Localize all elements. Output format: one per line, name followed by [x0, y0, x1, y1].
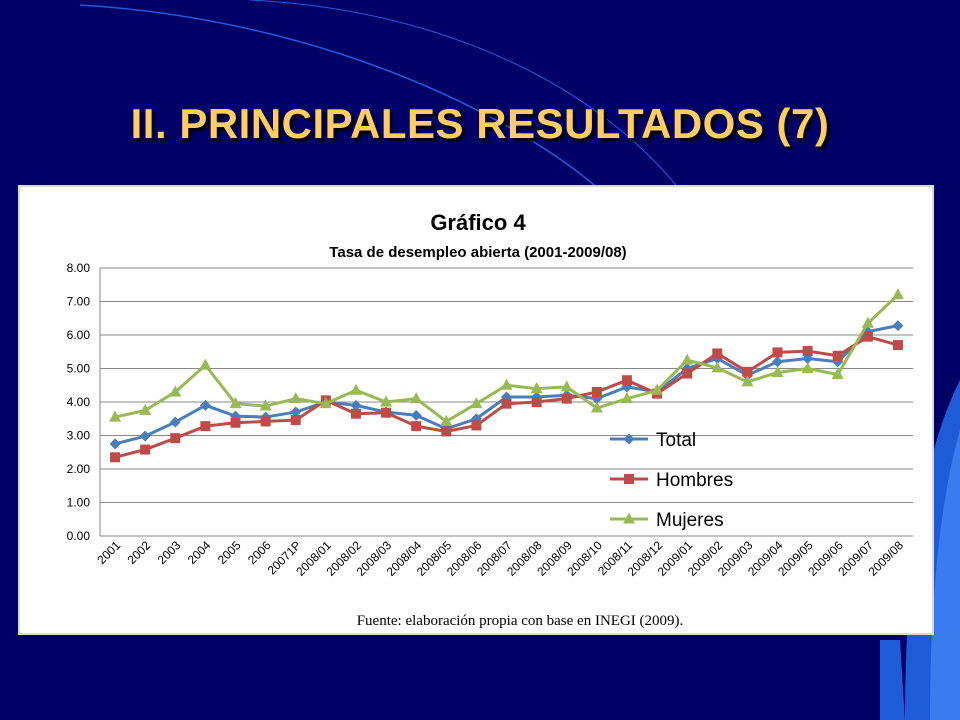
data-point-mujeres — [349, 383, 362, 395]
data-point-mujeres — [199, 358, 212, 370]
y-tick-label: 0.00 — [67, 529, 91, 543]
data-point-mujeres — [440, 414, 453, 426]
background-accent-band-light — [930, 430, 960, 720]
data-point-mujeres — [530, 382, 543, 394]
data-point-mujeres — [801, 362, 814, 373]
data-point-hombres — [772, 347, 783, 358]
y-tick-label: 4.00 — [67, 395, 91, 409]
data-point-hombres — [621, 375, 632, 386]
legend-label-total: Total — [656, 430, 696, 451]
legend-marker-mujeres — [623, 512, 635, 524]
data-point-mujeres — [470, 397, 483, 409]
data-point-total — [290, 406, 302, 418]
line-chart: Gráfico 4 Tasa de desempleo abierta (2001… — [67, 210, 913, 579]
data-point-mujeres — [229, 397, 242, 409]
data-point-hombres — [862, 331, 873, 342]
data-point-hombres — [110, 452, 121, 463]
chart-title: Gráfico 4 — [430, 210, 526, 235]
data-point-mujeres — [651, 383, 664, 395]
data-point-hombres — [712, 348, 723, 359]
x-tick-label: 2005 — [215, 538, 244, 567]
chart-panel: Gráfico 4 Tasa de desempleo abierta (2001… — [18, 185, 934, 635]
y-tick-label: 3.00 — [67, 429, 91, 443]
data-point-mujeres — [109, 410, 122, 422]
source-note: Fuente: elaboración propia con base en I… — [356, 613, 684, 629]
data-point-mujeres — [590, 401, 603, 413]
y-tick-label: 1.00 — [67, 496, 91, 510]
data-point-total — [621, 381, 633, 393]
data-point-total — [199, 399, 211, 411]
data-point-hombres — [381, 407, 392, 418]
data-point-mujeres — [681, 353, 694, 365]
data-point-mujeres — [741, 375, 754, 387]
data-point-hombres — [682, 368, 693, 379]
legend-label-hombres: Hombres — [656, 470, 733, 491]
data-point-mujeres — [861, 316, 874, 328]
data-point-hombres — [290, 415, 301, 426]
data-point-hombres — [802, 346, 813, 357]
data-point-mujeres — [620, 392, 633, 404]
x-tick-label: 2004 — [185, 538, 214, 567]
data-point-hombres — [230, 417, 241, 428]
data-point-hombres — [411, 421, 422, 432]
data-point-mujeres — [560, 380, 573, 392]
data-point-mujeres — [500, 378, 513, 390]
x-tick-label: 2002 — [125, 538, 154, 567]
y-tick-label: 5.00 — [67, 362, 91, 376]
data-point-hombres — [591, 386, 602, 397]
legend-marker-total — [623, 433, 635, 445]
data-point-hombres — [170, 433, 181, 444]
data-point-mujeres — [831, 368, 844, 380]
legend-marker-hombres — [624, 474, 634, 484]
data-point-mujeres — [891, 288, 904, 300]
data-point-hombres — [561, 393, 572, 404]
data-point-mujeres — [410, 392, 423, 404]
data-point-hombres — [441, 426, 452, 437]
data-point-mujeres — [259, 399, 272, 411]
chart-subtitle: Tasa de desempleo abierta (2001-2009/08) — [329, 244, 626, 261]
data-point-total — [139, 430, 151, 442]
data-point-mujeres — [169, 385, 182, 397]
data-point-hombres — [742, 366, 753, 377]
data-point-total — [832, 356, 844, 368]
y-tick-label: 2.00 — [67, 462, 91, 476]
x-tick-label: 2003 — [155, 538, 184, 567]
data-point-hombres — [200, 421, 211, 432]
data-point-hombres — [350, 408, 361, 419]
data-point-mujeres — [771, 366, 784, 378]
data-point-mujeres — [319, 397, 332, 409]
x-tick-label: 2001 — [94, 538, 123, 567]
data-point-mujeres — [139, 403, 152, 415]
data-point-hombres — [501, 398, 512, 409]
data-point-total — [892, 320, 904, 332]
data-point-mujeres — [711, 361, 724, 373]
slide-title: II. PRINCIPALES RESULTADOS (7) — [130, 100, 830, 147]
y-tick-label: 7.00 — [67, 295, 91, 309]
data-point-mujeres — [380, 395, 393, 407]
y-tick-label: 6.00 — [67, 328, 91, 342]
background-arc — [79, 4, 601, 191]
data-point-hombres — [531, 397, 542, 407]
data-point-total — [109, 438, 121, 450]
y-tick-label: 8.00 — [67, 261, 91, 275]
background-arc-outer — [249, 0, 681, 191]
data-point-total — [410, 409, 422, 421]
data-point-hombres — [892, 340, 903, 351]
data-point-hombres — [140, 444, 151, 455]
data-point-total — [350, 399, 362, 411]
data-point-hombres — [260, 416, 271, 427]
data-point-total — [772, 356, 783, 368]
data-point-hombres — [832, 350, 843, 361]
background-accent-band-inner — [880, 640, 905, 720]
legend-label-mujeres: Mujeres — [656, 510, 724, 531]
data-point-total — [169, 416, 181, 428]
data-point-hombres — [471, 420, 482, 431]
data-point-mujeres — [289, 392, 302, 404]
